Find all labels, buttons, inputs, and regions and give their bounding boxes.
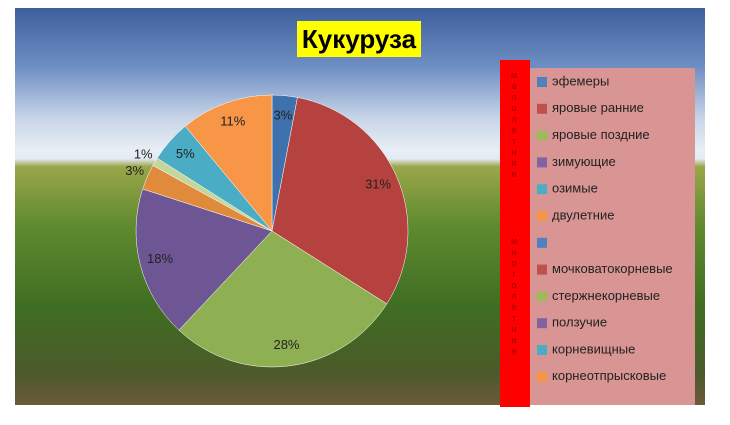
legend-swatch <box>537 77 547 87</box>
data-label: 18% <box>147 251 173 266</box>
legend-label: корнеотпрысковые <box>552 368 666 383</box>
data-label: 28% <box>273 337 299 352</box>
legend-swatch <box>537 103 547 114</box>
chart-title: Кукуруза <box>297 21 421 57</box>
data-label: 5% <box>176 146 195 161</box>
legend-label: озимые <box>552 181 598 196</box>
legend-label: двулетние <box>552 207 614 222</box>
legend-swatch <box>537 264 547 275</box>
legend-label: ползучие <box>552 315 607 330</box>
pie-slice <box>271 97 409 305</box>
legend-label: мочковатокорневые <box>552 261 673 276</box>
data-label: 1% <box>134 146 153 161</box>
pie-slice <box>184 94 273 232</box>
legend-swatch <box>537 371 547 382</box>
data-label: 31% <box>365 177 391 192</box>
legend-label: яровые поздние <box>552 127 650 142</box>
pie-slice <box>135 188 273 331</box>
legend-swatch <box>537 211 547 221</box>
legend-swatch <box>537 345 547 355</box>
data-label: 11% <box>220 114 245 129</box>
group-label: многолетние <box>509 236 519 357</box>
data-label: 3% <box>273 107 292 122</box>
legend-swatch <box>537 291 547 302</box>
data-label: 3% <box>125 163 144 178</box>
legend-swatch <box>537 184 547 195</box>
legend-label: зимующие <box>552 154 616 169</box>
pie-slice <box>178 230 388 368</box>
legend-swatch <box>537 157 547 168</box>
legend-label: корневищные <box>552 341 635 356</box>
legend-swatch <box>537 130 547 141</box>
group-label: малолетние <box>509 70 519 180</box>
legend-label: стержнекорневые <box>552 288 660 303</box>
legend-box <box>500 68 695 405</box>
legend-label: эфемеры <box>552 73 609 88</box>
legend-swatch <box>537 318 547 329</box>
legend-label: яровые ранние <box>552 100 644 115</box>
legend-swatch <box>537 237 547 248</box>
group-bar <box>500 60 530 407</box>
